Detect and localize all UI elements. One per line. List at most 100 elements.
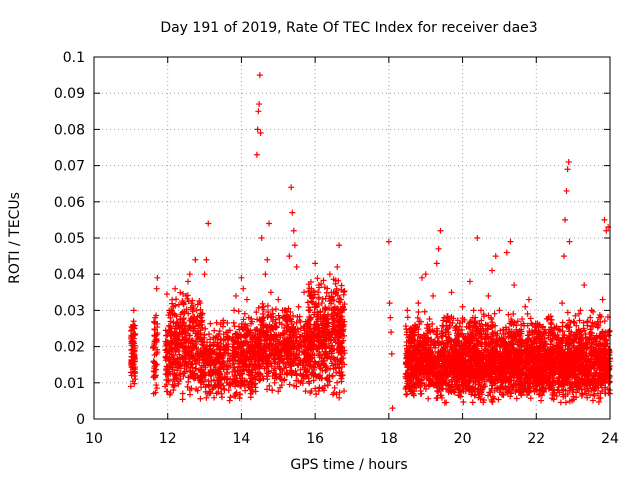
roti-point [570,318,577,325]
roti-point [187,340,194,347]
roti-point [287,359,294,366]
roti-point [180,340,187,347]
roti-point [169,346,176,353]
roti-point [316,350,323,357]
roti-point [177,289,184,296]
roti-point [162,342,169,349]
roti-point [152,336,159,343]
roti-point [275,388,282,395]
roti-point [308,298,315,305]
roti-point [495,396,502,403]
roti-point [238,332,245,339]
roti-point [276,359,283,366]
roti-point [129,361,136,368]
roti-point [191,357,198,364]
roti-point [247,369,254,376]
roti-point [177,311,184,318]
roti-point [215,332,222,339]
roti-point [215,388,222,395]
roti-point [311,291,318,298]
roti-point [341,287,348,294]
roti-point [191,370,198,377]
roti-point [290,312,297,319]
roti-point [151,332,158,339]
roti-point [167,363,174,370]
roti-point [239,375,246,382]
roti-point [218,361,225,368]
roti-point [216,368,223,375]
roti-point [261,334,268,341]
roti-point [220,382,227,389]
roti-point [176,351,183,358]
roti-point [283,327,290,334]
roti-point [194,301,201,308]
roti-point [186,323,193,330]
roti-point [207,342,214,349]
roti-point [281,377,288,384]
roti-point [197,395,204,402]
roti-point [331,384,338,391]
roti-point [235,335,242,342]
roti-point [258,318,265,325]
roti-point [180,300,187,307]
roti-point [193,386,200,393]
roti-point [286,331,293,338]
roti-point [179,290,186,297]
roti-point [174,341,181,348]
roti-point [469,399,476,406]
roti-point [169,381,176,388]
roti-point [304,299,311,306]
roti-point [253,326,260,333]
roti-point [491,310,498,317]
roti-point [232,383,239,390]
roti-point [150,358,157,365]
roti-point [211,376,217,383]
roti-point [283,347,290,354]
roti-point [163,291,170,298]
roti-point [277,366,284,373]
roti-point [272,365,279,372]
roti-point [189,308,196,315]
roti-point [221,376,228,383]
chart-title: Day 191 of 2019, Rate Of TEC Index for r… [160,20,537,36]
roti-point [174,380,181,387]
roti-point [217,365,224,372]
roti-point [218,390,225,397]
roti-point [217,346,224,353]
roti-point [211,327,218,334]
roti-point [224,333,231,340]
roti-point [132,370,139,377]
roti-point [291,332,298,339]
roti-point [212,335,219,342]
roti-point [168,307,175,314]
roti-point [305,375,312,382]
roti-point [198,319,205,326]
roti-point [179,396,186,403]
roti-point [167,318,174,325]
roti-point [232,349,239,356]
roti-point [300,349,307,356]
roti-point [510,310,517,317]
roti-point [171,370,178,377]
y-tick-label: 0.06 [54,195,85,211]
roti-point [194,313,201,320]
roti-point [154,349,161,356]
roti-point [181,319,188,326]
roti-point [270,369,277,376]
roti-point [252,388,259,395]
roti-point [415,308,422,315]
y-axis-ticks: 00.010.020.030.040.050.060.070.080.090.1 [54,50,610,428]
roti-point [129,324,136,331]
roti-point [230,319,237,326]
roti-point [131,332,138,339]
roti-point [234,358,241,365]
roti-point [202,372,209,379]
roti-point [220,337,227,344]
roti-point [232,378,239,385]
roti-point [304,352,311,359]
roti-point [261,365,268,372]
roti-point [181,362,188,369]
y-tick-label: 0.03 [54,303,85,319]
roti-point [177,323,184,330]
roti-point [443,399,450,406]
